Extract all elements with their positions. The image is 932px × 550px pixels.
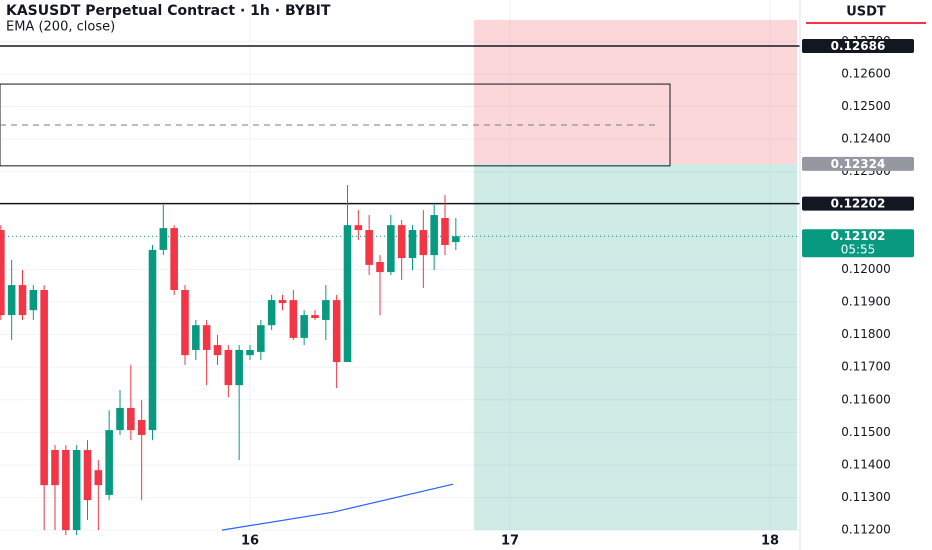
chart-title: KASUSDT Perpetual Contract · 1h · BYBIT	[6, 3, 331, 19]
candle-layer	[0, 185, 460, 536]
axis-layer: 0.11200 0.11300 0.11400 0.11500 0.11600 0.117…	[241, 34, 914, 549]
y-tick-label: 0.11200	[841, 523, 891, 537]
candle-body	[181, 289, 189, 356]
candle-body	[289, 300, 298, 338]
candle-body	[148, 249, 157, 431]
candle-body	[397, 225, 406, 259]
y-tick-label: 0.12000	[841, 262, 891, 276]
range-box	[0, 83, 671, 167]
price-line-tag: 0.12202	[831, 197, 886, 211]
candle-body	[235, 349, 243, 386]
y-tick-label: 0.11500	[841, 425, 891, 439]
candle-body	[83, 449, 92, 501]
candle-body	[343, 225, 352, 362]
drawing-layer	[0, 19, 800, 531]
candle-body	[137, 419, 146, 435]
candle-body	[332, 300, 341, 362]
candle-body	[105, 430, 113, 495]
candle-body	[311, 315, 319, 319]
candle-body	[0, 230, 5, 316]
indicator-label: EMA (200, close)	[6, 20, 115, 35]
candle-body	[246, 349, 254, 356]
stop-zone	[473, 19, 797, 164]
candle-body	[94, 470, 103, 486]
candle-body	[267, 300, 276, 326]
price-line-tag: 0.12686	[831, 39, 886, 53]
y-tick-label: 0.11800	[841, 327, 891, 341]
x-tick-label: 17	[501, 534, 519, 549]
y-tick-label: 0.11300	[841, 490, 891, 504]
x-tick-label: 18	[761, 534, 779, 549]
candle-body	[322, 300, 330, 320]
background-layer	[0, 0, 800, 550]
y-tick-label: 0.11600	[841, 392, 891, 406]
candle-body	[452, 236, 460, 243]
y-tick-label: 0.12400	[841, 132, 891, 146]
y-tick-label: 0.12500	[841, 99, 891, 113]
last-price-tag-bg	[802, 229, 914, 258]
candle-body	[40, 289, 48, 486]
y-tick-label: 0.11400	[841, 457, 891, 471]
candle-body	[300, 315, 308, 338]
candle-body	[127, 407, 135, 431]
currency-label: USDT	[846, 5, 886, 20]
target-zone	[473, 163, 797, 531]
candle-body	[29, 289, 38, 311]
price-line-tag-bg	[802, 196, 914, 211]
ema-line	[221, 483, 454, 531]
countdown: 05:55	[841, 243, 876, 257]
candle-body	[116, 407, 124, 431]
entry-tag: 0.12324	[831, 157, 886, 171]
y-tick-label: 0.11900	[841, 295, 891, 309]
candle-body	[278, 300, 287, 304]
candle-body	[62, 449, 70, 531]
price-line-tag-bg	[802, 38, 914, 53]
last-price-tag: 0.12102	[831, 229, 886, 243]
candle-body	[159, 228, 168, 250]
entry-tag-bg	[802, 156, 914, 171]
candle-body	[51, 449, 59, 486]
x-tick-label: 16	[241, 534, 259, 549]
candle-body	[257, 325, 265, 352]
candle-body	[376, 261, 384, 273]
y-tick-label: 0.11700	[841, 360, 891, 374]
candle-body	[408, 230, 417, 259]
candle-body	[354, 225, 363, 231]
candle-body	[18, 285, 27, 316]
candle-body	[72, 449, 81, 531]
candle-body	[170, 228, 178, 290]
candle-body	[224, 349, 233, 386]
price-axis-panel	[800, 0, 932, 550]
candle-body	[7, 285, 16, 316]
candle-body	[202, 325, 211, 350]
y-tick-label: 0.12600	[841, 66, 891, 80]
candle-body	[441, 217, 449, 246]
candle-body	[365, 230, 373, 265]
candle-body	[387, 225, 395, 273]
candle-body	[419, 230, 428, 256]
candle-body	[192, 325, 200, 350]
candle-body	[213, 345, 222, 356]
candle-body	[430, 215, 438, 256]
